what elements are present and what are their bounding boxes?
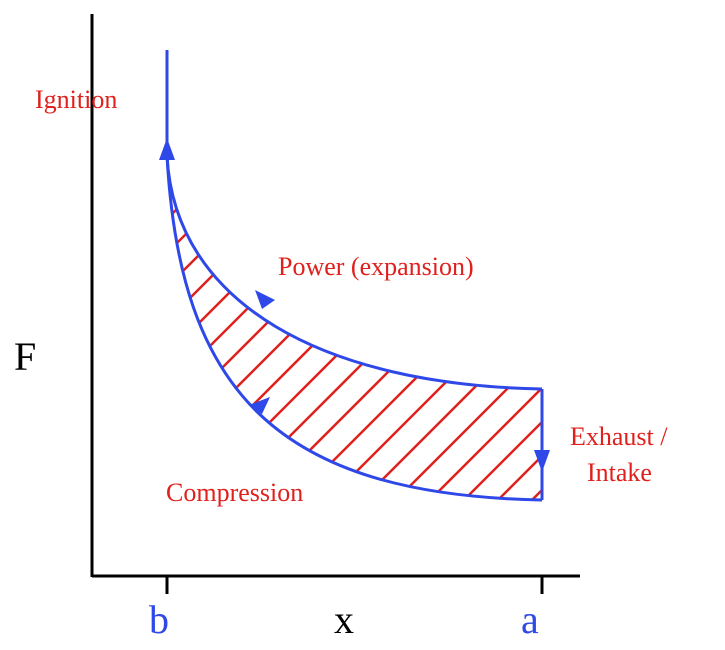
arrow-compression-icon (249, 397, 270, 414)
hatch-line (301, 50, 542, 500)
tick-label-b: b (149, 597, 169, 642)
hatch-line (267, 50, 542, 500)
compression-stroke (165, 155, 543, 502)
ignition-label: Ignition (35, 85, 117, 114)
hatch-line (437, 50, 542, 500)
power-stroke (165, 155, 543, 391)
hatch-line (167, 50, 542, 500)
compression-label: Compression (166, 478, 303, 507)
hatch-line (369, 50, 542, 500)
x-axis-label: x (334, 597, 354, 642)
exhaust-label: Exhaust / (570, 422, 668, 451)
tick-label-a: a (521, 597, 539, 642)
arrow-down-icon (534, 450, 550, 472)
hatch-line (403, 50, 542, 500)
y-axis-label: F (14, 334, 36, 379)
power-label: Power (expansion) (278, 252, 474, 281)
intake-label: Intake (587, 458, 652, 487)
arrow-up-icon (159, 138, 175, 160)
arrow-power-icon (255, 290, 275, 309)
hatch-line (335, 50, 542, 500)
